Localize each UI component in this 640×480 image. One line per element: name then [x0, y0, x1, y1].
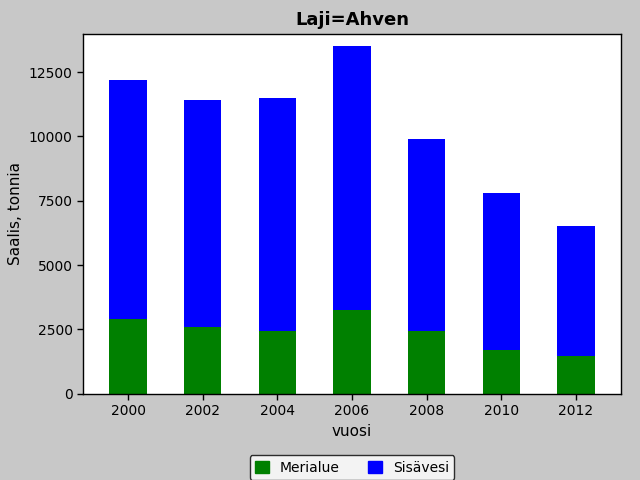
- Bar: [259, 98, 296, 331]
- Bar: [259, 331, 296, 394]
- Bar: [408, 139, 445, 331]
- Bar: [557, 356, 595, 394]
- Y-axis label: Saalis, tonnia: Saalis, tonnia: [8, 162, 23, 265]
- Bar: [483, 350, 520, 394]
- Bar: [184, 100, 221, 327]
- Bar: [184, 327, 221, 394]
- X-axis label: vuosi: vuosi: [332, 423, 372, 439]
- Legend: Merialue, Sisävesi: Merialue, Sisävesi: [250, 455, 454, 480]
- Bar: [109, 319, 147, 394]
- Bar: [109, 80, 147, 319]
- Bar: [557, 227, 595, 356]
- Bar: [483, 193, 520, 350]
- Bar: [333, 47, 371, 310]
- Bar: [333, 310, 371, 394]
- Title: Laji=Ahven: Laji=Ahven: [295, 11, 409, 29]
- Bar: [408, 331, 445, 394]
